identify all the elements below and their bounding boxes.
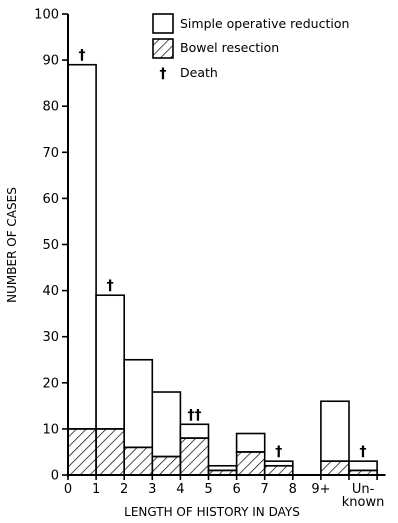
y-tick-label: 70 [42,146,59,161]
y-tick-label: 40 [42,284,59,299]
bar-simple-reduction [235,432,266,453]
legend-label-death: Death [180,65,218,80]
x-tick-label: Un- [352,482,375,497]
death-marker: † [79,48,86,64]
bar-bowel-resection [179,437,210,476]
y-tick-label: 20 [42,376,59,391]
x-axis: 0 1 2 3 4 5 6 7 8 9+ Un-known [64,474,386,510]
x-tick-label: 9+ [311,482,330,497]
x-tick-label: 1 [92,482,100,497]
death-marker: †† [187,407,201,423]
x-tick-label: 6 [232,482,240,497]
y-axis: 0 10 20 30 40 50 60 70 80 90 100 [34,8,69,484]
bar-simple-reduction [179,423,210,439]
bar-bowel-resection [235,451,266,476]
bar-bowel-resection [67,428,97,476]
legend-swatch-simple-reduction [152,13,174,34]
legend-label-simple-reduction: Simple operative reduction [180,16,349,31]
legend-swatch-bowel-resection [152,38,174,59]
bar-bowel-resection [263,464,294,476]
legend: Simple operative reduction Bowel resecti… [152,13,349,82]
bar-bowel-resection [151,455,182,476]
x-tick-label: 8 [289,482,297,497]
y-tick-label: 100 [34,8,59,23]
y-tick-label: 90 [42,54,59,69]
bar-simple-reduction [348,460,378,472]
x-tick-label: known [342,495,385,510]
bar-simple-reduction [123,358,154,449]
x-tick-label: 7 [261,482,269,497]
x-tick-label: 0 [64,482,72,497]
x-axis-title: LENGTH OF HISTORY IN DAYS [124,505,300,519]
bar-simple-reduction [320,400,350,462]
x-tick-label: 3 [148,482,156,497]
bar-simple-reduction [95,294,125,430]
y-tick-label: 0 [51,469,59,484]
bar-simple-reduction [67,63,97,430]
x-tick-label: 5 [204,482,212,497]
legend-label-bowel-resection: Bowel resection [180,40,279,55]
death-marker: † [107,278,114,294]
death-marker: † [275,444,282,460]
y-tick-label: 50 [42,238,59,253]
y-tick-label: 60 [42,192,59,207]
x-tick-label: 4 [176,482,184,497]
y-tick-label: 10 [42,422,59,437]
y-axis-title: NUMBER OF CASES [5,187,19,303]
x-tick-label: 2 [120,482,128,497]
bar-bowel-resection [320,460,350,476]
legend-dagger-icon: † [160,66,167,82]
bar-simple-reduction [151,391,182,458]
y-tick-label: 30 [42,330,59,345]
bar-bowel-resection [95,428,125,476]
bar-bowel-resection [123,446,154,476]
y-tick-label: 80 [42,100,59,115]
death-marker: † [360,444,367,460]
bars: ††††† † [67,48,378,476]
